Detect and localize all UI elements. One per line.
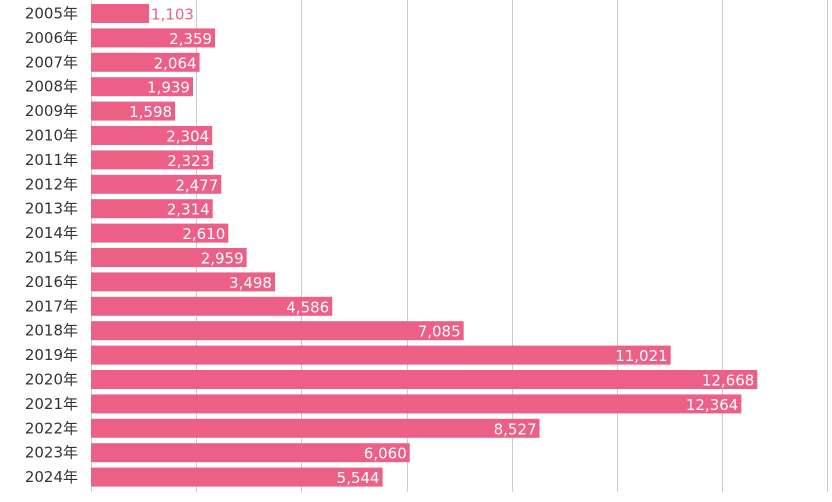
value-label: 1,103 bbox=[151, 6, 194, 24]
value-label: 3,498 bbox=[229, 274, 272, 292]
value-label: 2,304 bbox=[166, 128, 209, 146]
value-labels: 1,103 2,359 2,064 1,939 1,598 2,304 2,323 2,477… bbox=[129, 6, 754, 488]
value-label: 1,598 bbox=[129, 103, 172, 121]
bar bbox=[91, 467, 383, 487]
category-label: 2015年 bbox=[25, 249, 78, 267]
bar bbox=[91, 150, 214, 170]
value-label: 2,959 bbox=[201, 250, 244, 268]
category-label: 2019年 bbox=[25, 346, 78, 364]
category-label: 2016年 bbox=[25, 273, 78, 291]
bar bbox=[91, 418, 540, 438]
bar bbox=[91, 345, 671, 365]
value-label: 2,064 bbox=[154, 54, 197, 72]
bar bbox=[91, 174, 222, 194]
gridlines bbox=[91, 0, 828, 492]
value-label: 2,314 bbox=[167, 201, 210, 219]
value-label: 2,477 bbox=[175, 176, 218, 194]
category-label: 2017年 bbox=[25, 297, 78, 315]
value-label: 11,021 bbox=[615, 347, 668, 365]
bar bbox=[91, 28, 216, 48]
value-label: 2,323 bbox=[167, 152, 210, 170]
category-label: 2011年 bbox=[25, 151, 78, 169]
bar bbox=[91, 370, 758, 389]
value-label: 8,527 bbox=[494, 420, 537, 438]
value-label: 4,586 bbox=[286, 298, 329, 316]
bar bbox=[91, 443, 410, 463]
category-label: 2023年 bbox=[25, 444, 78, 462]
category-labels: 2005年 2006年 2007年 2008年 2009年 2010年 2011年 2012年… bbox=[25, 5, 78, 487]
bar bbox=[91, 52, 200, 72]
bar bbox=[91, 248, 247, 267]
bar bbox=[91, 126, 213, 145]
value-label: 12,364 bbox=[686, 396, 739, 414]
value-label: 2,359 bbox=[169, 30, 212, 48]
category-label: 2006年 bbox=[25, 29, 78, 47]
value-label: 2,610 bbox=[182, 225, 225, 243]
category-label: 2014年 bbox=[25, 224, 78, 242]
category-label: 2008年 bbox=[25, 78, 78, 96]
category-label: 2007年 bbox=[25, 53, 78, 71]
bar bbox=[91, 77, 193, 97]
bar bbox=[91, 4, 150, 23]
bars bbox=[91, 4, 758, 487]
category-label: 2013年 bbox=[25, 200, 78, 218]
bar bbox=[91, 296, 333, 316]
value-label: 5,544 bbox=[337, 469, 380, 487]
value-label: 7,085 bbox=[418, 323, 461, 341]
category-label: 2005年 bbox=[25, 5, 78, 23]
category-label: 2022年 bbox=[25, 419, 78, 437]
category-label: 2012年 bbox=[25, 175, 78, 193]
value-label: 12,668 bbox=[702, 372, 755, 390]
bar bbox=[91, 272, 275, 292]
bar bbox=[91, 394, 742, 414]
category-label: 2009年 bbox=[25, 102, 78, 120]
bar bbox=[91, 199, 213, 219]
bar bbox=[91, 321, 464, 341]
category-label: 2020年 bbox=[25, 371, 78, 389]
category-label: 2024年 bbox=[25, 468, 78, 486]
bar bbox=[91, 223, 229, 243]
category-label: 2021年 bbox=[25, 395, 78, 413]
value-label: 6,060 bbox=[364, 445, 407, 463]
category-label: 2018年 bbox=[25, 322, 78, 340]
category-label: 2010年 bbox=[25, 127, 78, 145]
bar bbox=[91, 101, 176, 121]
value-label: 1,939 bbox=[147, 79, 190, 97]
